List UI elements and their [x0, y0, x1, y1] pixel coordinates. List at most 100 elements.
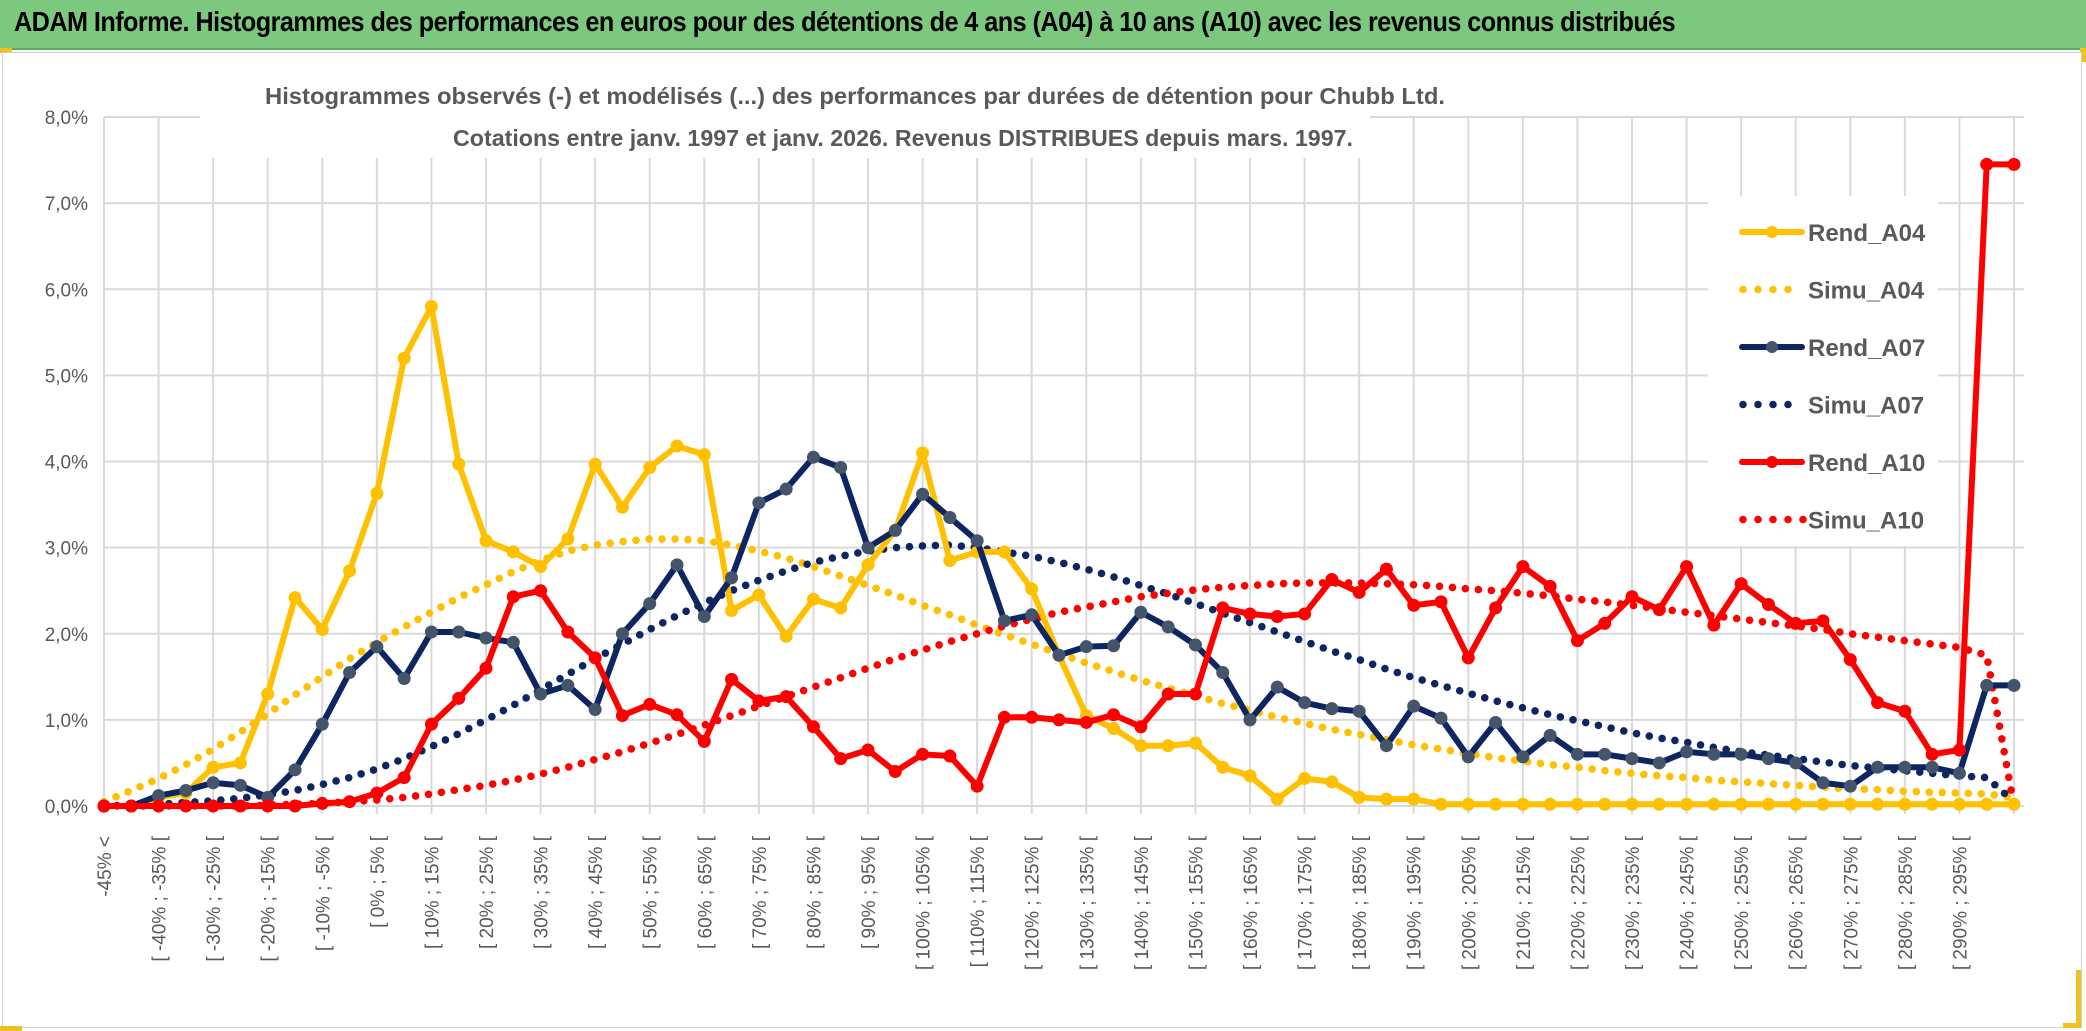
data-point[interactable]: [643, 697, 657, 711]
data-point[interactable]: [506, 590, 520, 604]
data-point[interactable]: [997, 614, 1011, 628]
data-point[interactable]: [1871, 760, 1885, 774]
data-point[interactable]: [1871, 797, 1885, 811]
data-point[interactable]: [1680, 797, 1694, 811]
data-point[interactable]: [670, 439, 684, 453]
data-point[interactable]: [1352, 704, 1366, 718]
data-point[interactable]: [670, 708, 684, 722]
data-point[interactable]: [1325, 572, 1339, 586]
data-point[interactable]: [1216, 601, 1230, 615]
data-point[interactable]: [779, 690, 793, 704]
data-point[interactable]: [970, 779, 984, 793]
data-point[interactable]: [315, 717, 329, 731]
data-point[interactable]: [615, 500, 629, 514]
data-point[interactable]: [152, 789, 166, 803]
data-point[interactable]: [1434, 797, 1448, 811]
legend-item-rend-a04[interactable]: Rend_A04: [1739, 220, 1926, 247]
data-point[interactable]: [1298, 607, 1312, 621]
data-point[interactable]: [233, 756, 247, 770]
data-point[interactable]: [1134, 739, 1148, 753]
data-point[interactable]: [1161, 687, 1175, 701]
data-point[interactable]: [343, 795, 357, 809]
data-point[interactable]: [534, 560, 548, 574]
data-point[interactable]: [1188, 736, 1202, 750]
data-point[interactable]: [506, 635, 520, 649]
data-point[interactable]: [1707, 797, 1721, 811]
data-point[interactable]: [943, 554, 957, 568]
data-point[interactable]: [752, 496, 766, 510]
data-point[interactable]: [561, 625, 575, 639]
data-point[interactable]: [834, 752, 848, 766]
data-point[interactable]: [1516, 797, 1530, 811]
data-point[interactable]: [1516, 750, 1530, 764]
data-point[interactable]: [1680, 560, 1694, 574]
data-point[interactable]: [588, 457, 602, 471]
data-point[interactable]: [479, 631, 493, 645]
data-point[interactable]: [1379, 562, 1393, 576]
data-point[interactable]: [806, 450, 820, 464]
data-point[interactable]: [1570, 747, 1584, 761]
data-point[interactable]: [1379, 739, 1393, 753]
data-point[interactable]: [1079, 715, 1093, 729]
data-point[interactable]: [1216, 666, 1230, 680]
data-point[interactable]: [970, 534, 984, 548]
data-point[interactable]: [643, 597, 657, 611]
data-point[interactable]: [2007, 157, 2021, 171]
data-point[interactable]: [2007, 678, 2021, 692]
data-point[interactable]: [233, 799, 247, 813]
data-point[interactable]: [779, 629, 793, 643]
data-point[interactable]: [1516, 560, 1530, 574]
data-point[interactable]: [370, 486, 384, 500]
data-point[interactable]: [1952, 797, 1966, 811]
data-point[interactable]: [997, 710, 1011, 724]
data-point[interactable]: [1434, 711, 1448, 725]
data-point[interactable]: [452, 625, 466, 639]
data-point[interactable]: [261, 799, 275, 813]
data-point[interactable]: [424, 299, 438, 313]
data-point[interactable]: [1598, 797, 1612, 811]
data-point[interactable]: [1734, 577, 1748, 591]
data-point[interactable]: [916, 446, 930, 460]
data-point[interactable]: [343, 564, 357, 578]
data-point[interactable]: [1352, 790, 1366, 804]
data-point[interactable]: [1325, 775, 1339, 789]
data-point[interactable]: [1216, 760, 1230, 774]
data-point[interactable]: [806, 720, 820, 734]
data-point[interactable]: [1107, 708, 1121, 722]
data-point[interactable]: [1570, 797, 1584, 811]
data-point[interactable]: [1489, 715, 1503, 729]
data-point[interactable]: [1925, 760, 1939, 774]
legend-item-rend-a10[interactable]: Rend_A10: [1739, 450, 1925, 477]
data-point[interactable]: [1843, 797, 1857, 811]
data-point[interactable]: [1489, 797, 1503, 811]
data-point[interactable]: [943, 510, 957, 524]
data-point[interactable]: [261, 687, 275, 701]
data-point[interactable]: [370, 640, 384, 654]
data-point[interactable]: [1243, 769, 1257, 783]
data-point[interactable]: [1107, 639, 1121, 653]
data-point[interactable]: [206, 760, 220, 774]
data-point[interactable]: [1980, 157, 1994, 171]
data-point[interactable]: [861, 541, 875, 555]
data-point[interactable]: [1734, 747, 1748, 761]
data-point[interactable]: [752, 588, 766, 602]
data-point[interactable]: [1734, 797, 1748, 811]
data-point[interactable]: [1898, 704, 1912, 718]
data-point[interactable]: [1407, 598, 1421, 612]
data-point[interactable]: [1816, 776, 1830, 790]
data-point[interactable]: [861, 558, 875, 572]
data-point[interactable]: [179, 783, 193, 797]
data-point[interactable]: [397, 351, 411, 365]
data-point[interactable]: [397, 771, 411, 785]
legend-item-simu-a10[interactable]: Simu_A10: [1739, 508, 1924, 535]
data-point[interactable]: [615, 709, 629, 723]
data-point[interactable]: [1843, 779, 1857, 793]
data-point[interactable]: [1379, 792, 1393, 806]
data-point[interactable]: [2007, 797, 2021, 811]
data-point[interactable]: [1789, 756, 1803, 770]
data-point[interactable]: [1025, 582, 1039, 596]
data-point[interactable]: [424, 717, 438, 731]
data-point[interactable]: [97, 799, 111, 813]
data-point[interactable]: [834, 601, 848, 615]
legend-item-simu-a04[interactable]: Simu_A04: [1739, 278, 1925, 305]
